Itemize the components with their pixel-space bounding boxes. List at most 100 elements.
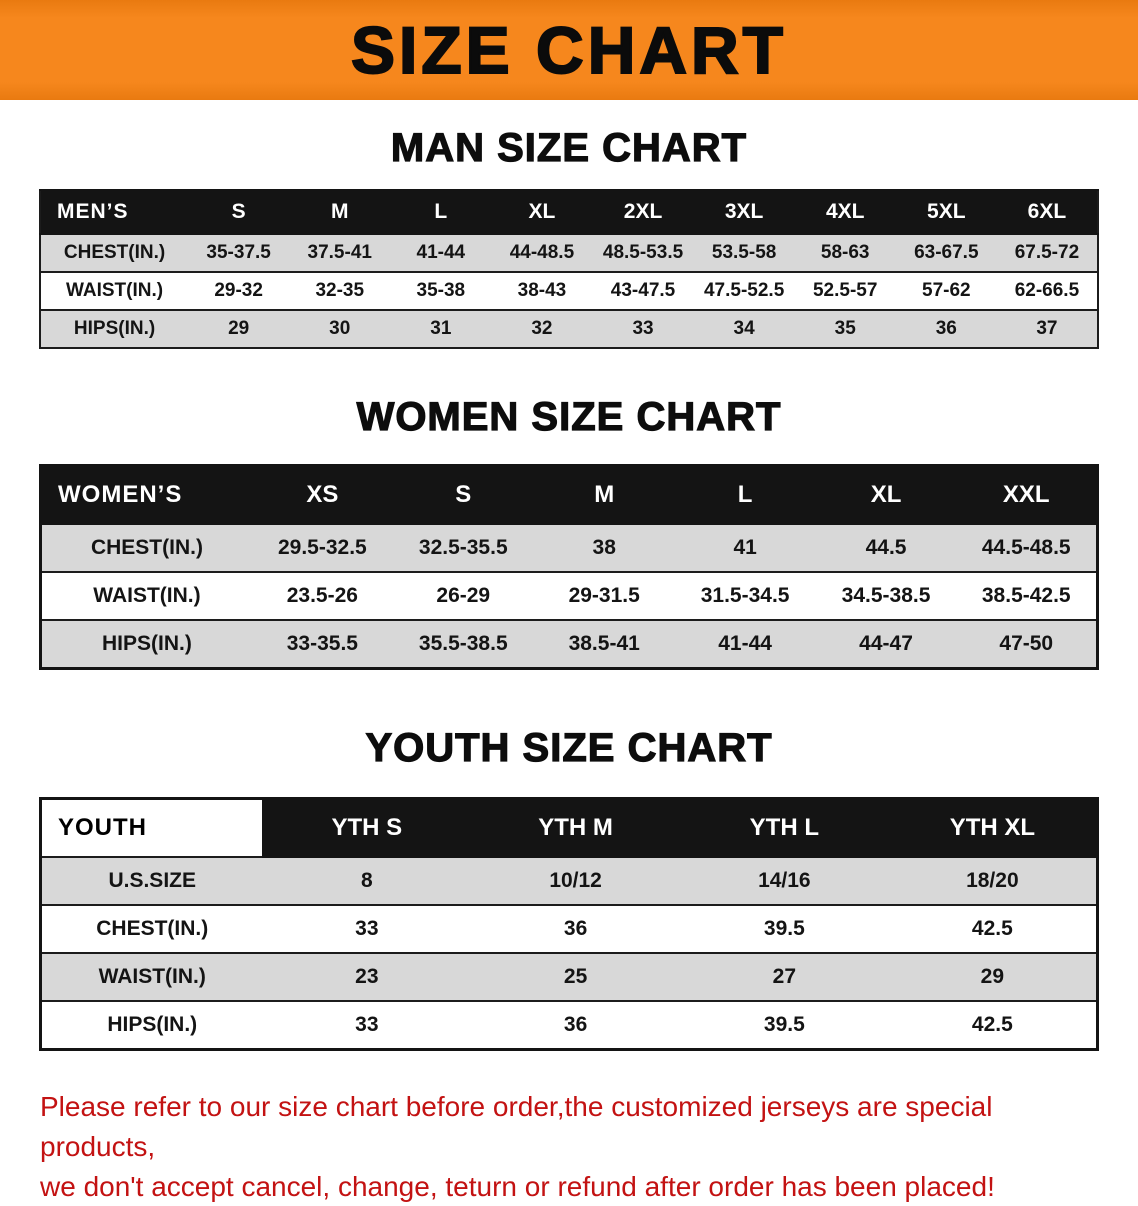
size-column-header: M bbox=[289, 190, 390, 234]
banner: SIZE CHART bbox=[0, 0, 1138, 100]
table-corner-label: YOUTH bbox=[41, 799, 263, 858]
table-cell: 29 bbox=[889, 953, 1098, 1001]
size-column-header: L bbox=[390, 190, 491, 234]
row-label: WAIST(IN.) bbox=[41, 953, 263, 1001]
table-cell: 31 bbox=[390, 310, 491, 348]
table-cell: 42.5 bbox=[889, 1001, 1098, 1050]
order-policy-note-line-1: Please refer to our size chart before or… bbox=[40, 1087, 1100, 1167]
table-cell: 35-38 bbox=[390, 272, 491, 310]
table-cell: 18/20 bbox=[889, 857, 1098, 905]
size-column-header: XL bbox=[491, 190, 592, 234]
table-cell: 38 bbox=[534, 524, 675, 572]
table-cell: 32-35 bbox=[289, 272, 390, 310]
size-column-header: 6XL bbox=[997, 190, 1098, 234]
table-cell: 43-47.5 bbox=[592, 272, 693, 310]
row-label: HIPS(IN.) bbox=[41, 620, 252, 669]
row-label: CHEST(IN.) bbox=[41, 905, 263, 953]
table-cell: 58-63 bbox=[795, 234, 896, 272]
table-cell: 35 bbox=[795, 310, 896, 348]
table-cell: 44-47 bbox=[816, 620, 957, 669]
table-cell: 48.5-53.5 bbox=[592, 234, 693, 272]
page-title: SIZE CHART bbox=[351, 12, 787, 88]
table-cell: 41-44 bbox=[675, 620, 816, 669]
size-column-header: XL bbox=[816, 466, 957, 525]
size-column-header: 4XL bbox=[795, 190, 896, 234]
table-cell: 37 bbox=[997, 310, 1098, 348]
row-label: CHEST(IN.) bbox=[41, 524, 252, 572]
table-cell: 14/16 bbox=[680, 857, 889, 905]
youth-section-heading: YOUTH SIZE CHART bbox=[0, 726, 1138, 771]
table-cell: 29-31.5 bbox=[534, 572, 675, 620]
order-policy-note-line-2: we don't accept cancel, change, teturn o… bbox=[40, 1167, 1100, 1206]
table-cell: 39.5 bbox=[680, 905, 889, 953]
table-cell: 38-43 bbox=[491, 272, 592, 310]
table-cell: 34.5-38.5 bbox=[816, 572, 957, 620]
table-cell: 57-62 bbox=[896, 272, 997, 310]
table-cell: 35-37.5 bbox=[188, 234, 289, 272]
table-cell: 38.5-42.5 bbox=[957, 572, 1098, 620]
table-cell: 44.5-48.5 bbox=[957, 524, 1098, 572]
row-label: CHEST(IN.) bbox=[40, 234, 188, 272]
table-cell: 44-48.5 bbox=[491, 234, 592, 272]
table-cell: 26-29 bbox=[393, 572, 534, 620]
table-cell: 23 bbox=[262, 953, 471, 1001]
women-section-heading: WOMEN SIZE CHART bbox=[0, 395, 1138, 440]
table-cell: 35.5-38.5 bbox=[393, 620, 534, 669]
row-label: WAIST(IN.) bbox=[41, 572, 252, 620]
table-cell: 36 bbox=[896, 310, 997, 348]
table-cell: 62-66.5 bbox=[997, 272, 1098, 310]
size-column-header: M bbox=[534, 466, 675, 525]
table-cell: 29 bbox=[188, 310, 289, 348]
table-cell: 53.5-58 bbox=[694, 234, 795, 272]
table-cell: 41-44 bbox=[390, 234, 491, 272]
table-cell: 10/12 bbox=[471, 857, 680, 905]
row-label: U.S.SIZE bbox=[41, 857, 263, 905]
table-cell: 8 bbox=[262, 857, 471, 905]
table-cell: 31.5-34.5 bbox=[675, 572, 816, 620]
men-section-heading: MAN SIZE CHART bbox=[0, 126, 1138, 171]
size-column-header: S bbox=[188, 190, 289, 234]
table-cell: 67.5-72 bbox=[997, 234, 1098, 272]
size-column-header: YTH M bbox=[471, 799, 680, 858]
table-cell: 42.5 bbox=[889, 905, 1098, 953]
table-cell: 39.5 bbox=[680, 1001, 889, 1050]
table-cell: 33 bbox=[592, 310, 693, 348]
table-cell: 33 bbox=[262, 905, 471, 953]
size-column-header: 5XL bbox=[896, 190, 997, 234]
table-cell: 30 bbox=[289, 310, 390, 348]
size-column-header: YTH XL bbox=[889, 799, 1098, 858]
table-corner-label: MEN’S bbox=[40, 190, 188, 234]
table-cell: 41 bbox=[675, 524, 816, 572]
table-cell: 23.5-26 bbox=[252, 572, 393, 620]
row-label: HIPS(IN.) bbox=[41, 1001, 263, 1050]
size-column-header: L bbox=[675, 466, 816, 525]
table-corner-label: WOMEN’S bbox=[41, 466, 252, 525]
table-cell: 27 bbox=[680, 953, 889, 1001]
size-column-header: YTH L bbox=[680, 799, 889, 858]
order-policy-note: Please refer to our size chart before or… bbox=[40, 1087, 1100, 1206]
table-cell: 32 bbox=[491, 310, 592, 348]
table-cell: 33-35.5 bbox=[252, 620, 393, 669]
row-label: WAIST(IN.) bbox=[40, 272, 188, 310]
size-column-header: XXL bbox=[957, 466, 1098, 525]
table-cell: 32.5-35.5 bbox=[393, 524, 534, 572]
table-cell: 36 bbox=[471, 905, 680, 953]
